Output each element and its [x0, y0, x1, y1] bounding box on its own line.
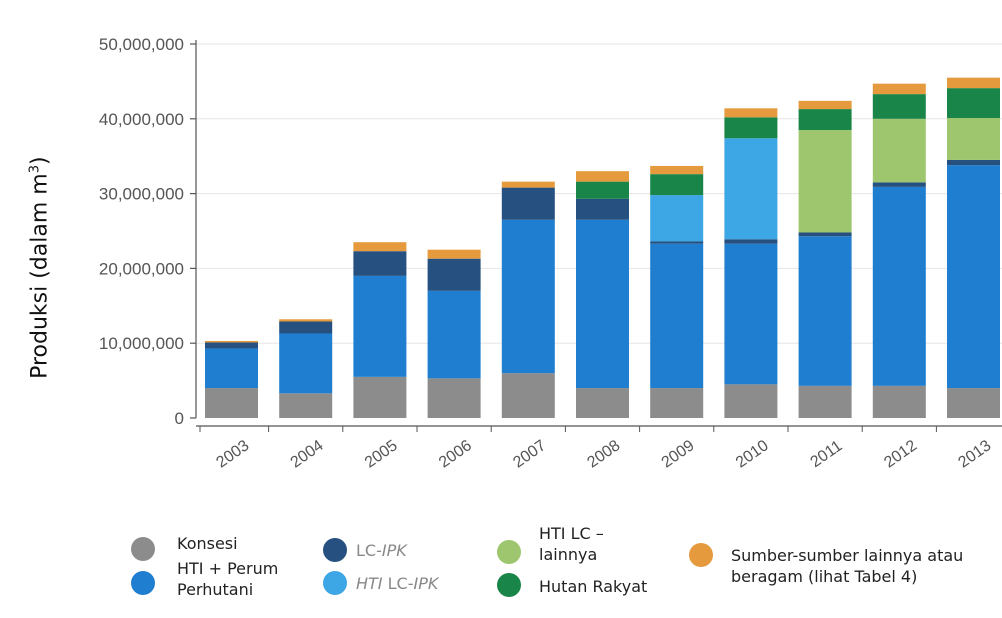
bar-segment-lc_ipk-2010 — [724, 239, 778, 244]
bar-segment-hti_perum-2009 — [650, 243, 704, 389]
x-tick-label: 2011 — [808, 437, 846, 471]
y-axis-label: Produksi (dalam m3) — [27, 156, 53, 379]
bar-segment-hti_perum-2008 — [576, 219, 629, 389]
bar-segment-konsesi-2009 — [650, 388, 704, 418]
bar-segment-lainnya-2007 — [501, 181, 555, 188]
bar-segment-konsesi-2010 — [724, 384, 778, 418]
bar-segment-lc_ipk-2003 — [205, 342, 258, 349]
y-tick-label: 50,000,000 — [99, 35, 184, 54]
bar-segment-hti_lc_ipk-2010 — [724, 138, 778, 240]
bar-segment-hutan_rakyat-2013 — [947, 88, 1000, 119]
bar-segment-konsesi-2008 — [576, 388, 629, 418]
bar-segment-hti_lc_lainnya-2011 — [798, 130, 852, 233]
bar-segment-konsesi-2007 — [501, 373, 555, 418]
legend-label-hti-lc-ipk: HTI LC-IPK — [356, 574, 439, 593]
y-tick-label: 30,000,000 — [99, 185, 184, 204]
bar-segment-lc_ipk-2011 — [798, 232, 852, 237]
bar-segment-hutan_rakyat-2010 — [724, 117, 778, 139]
bars — [205, 77, 1000, 418]
bar-segment-hutan_rakyat-2012 — [872, 94, 926, 119]
x-tick-label: 2012 — [881, 437, 920, 471]
bar-segment-hti_perum-2012 — [872, 186, 926, 386]
x-tick-label: 2008 — [584, 437, 623, 471]
bar-segment-lainnya-2004 — [279, 319, 333, 322]
bar-segment-hutan_rakyat-2008 — [576, 181, 629, 199]
bar-segment-lainnya-2011 — [798, 100, 852, 110]
bar-segment-lc_ipk-2004 — [279, 321, 333, 334]
x-tick-label: 2004 — [288, 437, 327, 471]
bar-segment-hti_lc_lainnya-2012 — [872, 118, 926, 183]
bar-segment-hutan_rakyat-2011 — [798, 109, 852, 131]
legend-swatch-hti-lc-ipk — [323, 571, 347, 595]
legend-label-lc-ipk: LC-IPK — [356, 541, 407, 560]
legend-label-lainnya: Sumber-sumber lainnya atau beragam (liha… — [731, 546, 964, 586]
y-axis: 0 10,000,000 20,000,000 30,000,000 40,000,00… — [99, 35, 197, 428]
x-tick-label: 2009 — [659, 437, 698, 471]
bar-segment-konsesi-2013 — [947, 388, 1000, 418]
bar-segment-lc_ipk-2012 — [872, 182, 926, 187]
bar-segment-konsesi-2003 — [205, 388, 258, 418]
y-tick-label: 20,000,000 — [99, 259, 184, 278]
bar-segment-lainnya-2012 — [872, 83, 926, 95]
bar-segment-lainnya-2013 — [947, 77, 1000, 89]
bar-segment-lc_ipk-2007 — [501, 187, 555, 220]
x-tick-label: 2007 — [510, 437, 549, 471]
bar-segment-hti_perum-2013 — [947, 165, 1000, 389]
legend-swatch-hutan-rakyat — [497, 573, 521, 597]
bar-segment-hti_perum-2004 — [279, 333, 333, 394]
bar-segment-hti_perum-2005 — [353, 275, 407, 377]
bar-segment-konsesi-2004 — [279, 393, 333, 418]
bar-segment-hti_perum-2003 — [205, 348, 258, 389]
bar-segment-hutan_rakyat-2009 — [650, 174, 704, 196]
x-tick-label: 2006 — [436, 437, 475, 471]
legend-label-hti-lc-lainnya: HTI LC – lainnya — [539, 524, 604, 564]
legend-swatch-lainnya — [689, 543, 713, 567]
y-tick-label: 0 — [175, 409, 184, 428]
bar-segment-hti_perum-2011 — [798, 236, 852, 386]
y-tick-label: 10,000,000 — [99, 334, 184, 353]
legend-swatch-konsesi — [131, 537, 155, 561]
bar-segment-lainnya-2009 — [650, 165, 704, 175]
bar-segment-konsesi-2011 — [798, 385, 852, 418]
x-tick-label: 2010 — [733, 437, 772, 471]
bar-segment-lainnya-2005 — [353, 242, 407, 252]
bar-segment-hti_perum-2007 — [501, 219, 555, 374]
bar-segment-konsesi-2012 — [872, 385, 926, 418]
legend-swatch-lc-ipk — [323, 538, 347, 562]
bar-segment-konsesi-2005 — [353, 376, 407, 418]
bar-segment-hti_lc_ipk-2009 — [650, 195, 704, 242]
bar-segment-lc_ipk-2013 — [947, 159, 1000, 166]
legend-label-hutan-rakyat: Hutan Rakyat — [539, 577, 648, 596]
bar-segment-hti_perum-2010 — [724, 243, 778, 385]
bar-segment-lc_ipk-2009 — [650, 241, 704, 244]
bar-segment-lainnya-2010 — [724, 108, 778, 118]
bar-segment-hti_perum-2006 — [427, 290, 481, 379]
x-tick-label: 2005 — [362, 437, 401, 471]
x-tick-label: 2003 — [213, 437, 252, 471]
bar-segment-lc_ipk-2005 — [353, 251, 407, 276]
legend-swatch-hti-perum — [131, 571, 155, 595]
legend-label-konsesi: Konsesi — [177, 534, 238, 553]
x-axis: 2003 2004 2005 2006 2007 2008 2009 2010 2011 2012… — [196, 425, 1002, 471]
bar-segment-lainnya-2006 — [427, 249, 481, 259]
bar-segment-hti_lc_lainnya-2013 — [947, 118, 1000, 160]
legend-label-hti-perum: HTI + Perum Perhutani — [177, 559, 279, 599]
legend-swatch-hti-lc-lainnya — [497, 540, 521, 564]
y-tick-label: 40,000,000 — [99, 110, 184, 129]
bar-segment-lc_ipk-2008 — [576, 198, 629, 220]
x-tick-label: 2013 — [955, 437, 994, 471]
bar-segment-lc_ipk-2006 — [427, 258, 481, 291]
bar-segment-lainnya-2008 — [576, 171, 629, 182]
bar-segment-lainnya-2003 — [205, 340, 258, 343]
bar-segment-konsesi-2006 — [427, 378, 481, 418]
